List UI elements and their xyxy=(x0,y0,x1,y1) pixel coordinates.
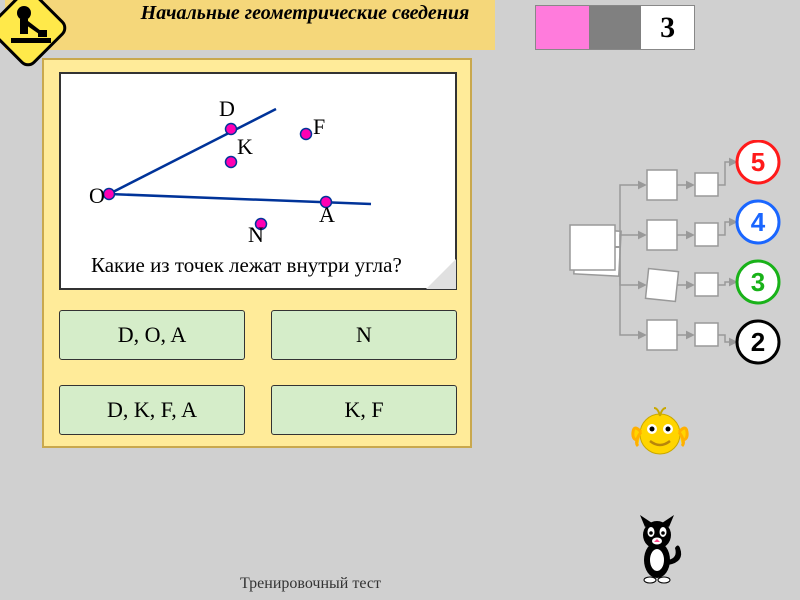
svg-text:5: 5 xyxy=(751,147,765,177)
header-bar: Начальные геометрические сведения xyxy=(5,0,495,50)
score-cell-2: 3 xyxy=(641,6,694,49)
score-box: 3 xyxy=(535,5,695,50)
answer-option-3[interactable]: K, F xyxy=(271,385,457,435)
question-card: O DK F N A Какие из точек лежат внутри угла?… xyxy=(42,58,472,448)
score-cell-0 xyxy=(536,6,589,49)
answer-option-0[interactable]: D, O, A xyxy=(59,310,245,360)
cat-icon xyxy=(630,510,685,585)
score-cell-1 xyxy=(589,6,642,49)
smiley-icon xyxy=(630,404,690,459)
svg-text:3: 3 xyxy=(751,267,765,297)
question-text: Какие из точек лежат внутри угла? xyxy=(91,253,402,278)
svg-text:K: K xyxy=(237,134,253,159)
svg-text:A: A xyxy=(319,202,335,227)
student-icon xyxy=(6,3,56,47)
svg-text:N: N xyxy=(248,222,264,247)
svg-text:F: F xyxy=(313,114,325,139)
header-title: Начальные геометрические сведения xyxy=(135,2,475,24)
svg-text:2: 2 xyxy=(751,327,765,357)
answer-option-1[interactable]: N xyxy=(271,310,457,360)
svg-text:4: 4 xyxy=(751,207,766,237)
question-box: O DK F N A Какие из точек лежат внутри угла? xyxy=(59,72,457,290)
svg-text:D: D xyxy=(219,96,235,121)
footer-text: Тренировочный тест xyxy=(240,575,381,593)
svg-text:O: O xyxy=(89,183,105,208)
answer-option-2[interactable]: D, K, F, A xyxy=(59,385,245,435)
